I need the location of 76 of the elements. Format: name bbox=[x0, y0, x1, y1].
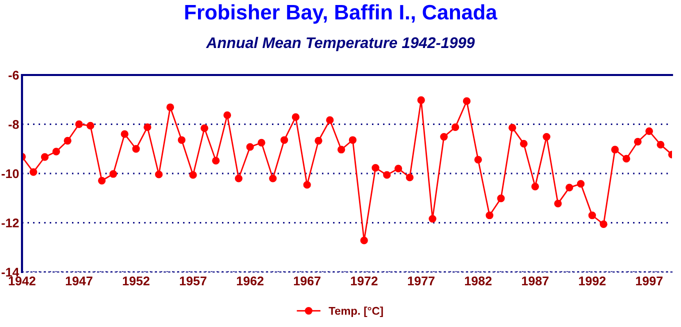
point bbox=[86, 122, 94, 130]
point bbox=[223, 111, 232, 119]
x-tick-label: 1952 bbox=[122, 276, 150, 286]
point bbox=[155, 170, 163, 178]
x-tick-label: 1967 bbox=[294, 276, 320, 286]
point bbox=[64, 136, 72, 145]
point bbox=[554, 200, 562, 208]
point bbox=[258, 138, 266, 147]
point bbox=[622, 154, 630, 163]
legend-label: Temp. [°C] bbox=[328, 306, 383, 317]
point bbox=[462, 97, 471, 105]
point bbox=[144, 123, 152, 132]
x-tick-label: 1942 bbox=[8, 276, 36, 286]
point bbox=[98, 176, 106, 184]
point bbox=[189, 171, 197, 179]
point bbox=[30, 168, 38, 176]
point bbox=[292, 113, 300, 121]
x-tick-label: 1972 bbox=[350, 276, 378, 286]
point bbox=[120, 130, 128, 138]
point bbox=[576, 180, 585, 188]
point bbox=[656, 140, 664, 149]
point bbox=[337, 146, 346, 154]
point bbox=[52, 148, 60, 156]
point bbox=[417, 96, 425, 104]
point bbox=[303, 181, 311, 189]
point bbox=[508, 124, 516, 132]
point bbox=[406, 174, 414, 182]
chart-title: Frobisher Bay, Baffin I., Canada bbox=[185, 4, 498, 24]
point bbox=[234, 174, 242, 182]
point bbox=[611, 146, 619, 154]
point bbox=[360, 236, 368, 244]
point bbox=[440, 132, 448, 141]
point bbox=[246, 143, 254, 151]
x-tick-label: 1982 bbox=[465, 276, 492, 286]
point bbox=[132, 145, 140, 153]
y-tick-label: -8 bbox=[8, 120, 19, 129]
chart-subtitle: Annual Mean Temperature 1942-1999 bbox=[206, 36, 475, 52]
point bbox=[566, 184, 574, 192]
x-tick-label: 1987 bbox=[522, 276, 549, 286]
x-tick-label: 1997 bbox=[636, 276, 663, 286]
point bbox=[542, 132, 550, 141]
point bbox=[200, 124, 208, 132]
point bbox=[269, 174, 277, 182]
x-tick-label: 1992 bbox=[579, 276, 606, 286]
point bbox=[314, 136, 322, 145]
x-tick-label: 1947 bbox=[66, 276, 92, 286]
point bbox=[588, 212, 596, 220]
y-tick-label: -12 bbox=[2, 218, 19, 228]
point bbox=[166, 103, 174, 112]
point bbox=[520, 140, 528, 148]
point bbox=[474, 156, 482, 164]
x-tick-label: 1962 bbox=[236, 276, 264, 286]
y-tick-label: -14 bbox=[2, 268, 20, 277]
point bbox=[75, 120, 83, 128]
point bbox=[372, 164, 380, 172]
x-tick-label: 1957 bbox=[180, 276, 206, 286]
point bbox=[497, 194, 505, 202]
point bbox=[348, 136, 357, 144]
x-tick-label: 1977 bbox=[408, 276, 434, 286]
point bbox=[212, 156, 220, 165]
point bbox=[109, 170, 118, 178]
point bbox=[600, 220, 608, 228]
point bbox=[326, 116, 334, 124]
point bbox=[40, 153, 49, 161]
point bbox=[531, 182, 539, 190]
point bbox=[428, 214, 436, 223]
y-tick-label: -10 bbox=[2, 169, 19, 178]
point bbox=[383, 171, 391, 179]
y-tick-label: -6 bbox=[8, 70, 19, 80]
point bbox=[280, 136, 288, 144]
point bbox=[178, 136, 186, 144]
point bbox=[452, 123, 460, 132]
point bbox=[634, 138, 642, 146]
point bbox=[394, 164, 402, 172]
point bbox=[645, 127, 654, 135]
point bbox=[486, 212, 494, 220]
